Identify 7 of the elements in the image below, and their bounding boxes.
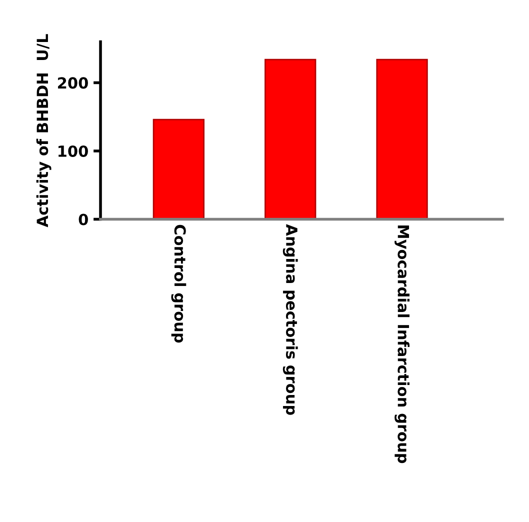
x-tick-label: Angina pectoris group [282, 224, 298, 415]
y-tick-label: 0 [78, 214, 88, 226]
y-tick-label: 100 [58, 145, 88, 157]
y-tick-label: 200 [58, 77, 88, 89]
x-tick-label: Myocardial Infarction group [394, 226, 410, 464]
y-axis-title: Activity of BHBDH U/L [36, 34, 52, 228]
x-tick-label: Control group [171, 224, 186, 343]
